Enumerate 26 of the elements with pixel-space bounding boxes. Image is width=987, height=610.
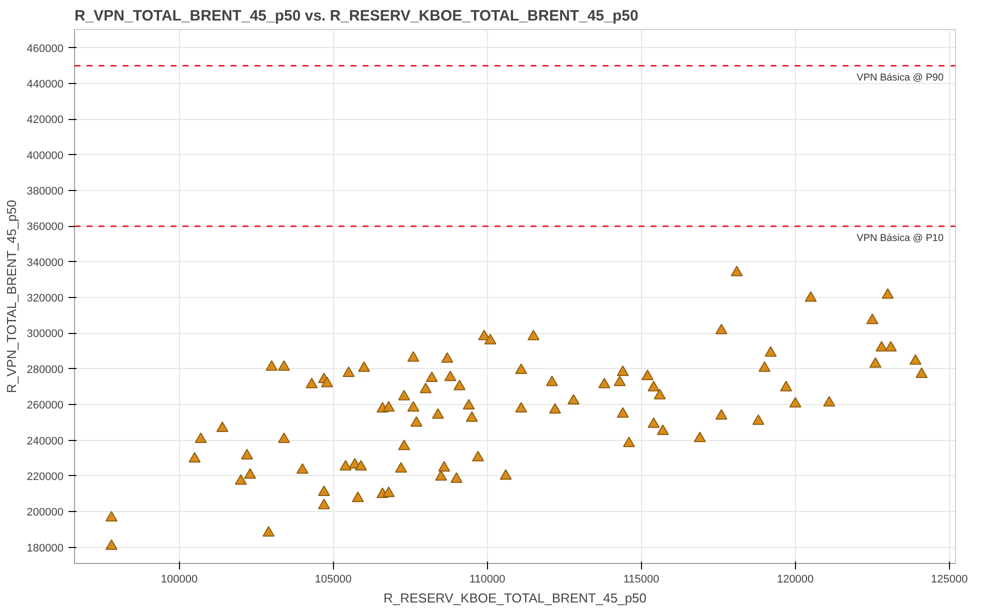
y-tick-label: 240000 (26, 435, 64, 448)
x-tick-label: 110000 (469, 574, 506, 586)
y-tick-label: 400000 (26, 150, 64, 162)
y-tick-label: 360000 (26, 221, 64, 234)
chart-title: R_VPN_TOTAL_BRENT_45_p50 vs. R_RESERV_KBOE_TOTAL_BRENT_45_p50 (74, 8, 638, 24)
y-tick-label: 420000 (26, 114, 64, 126)
y-tick-label: 300000 (26, 328, 64, 340)
y-tick-label: 220000 (26, 470, 64, 483)
y-tick-label: 440000 (26, 78, 64, 91)
y-tick-label: 200000 (26, 506, 64, 519)
x-tick-label: 120000 (776, 574, 814, 586)
ref-line-label: VPN Básica @ P10 (856, 233, 944, 244)
ref-line-label: VPN Básica @ P90 (856, 72, 944, 84)
y-tick-label: 260000 (26, 400, 64, 412)
y-tick-label: 280000 (26, 364, 64, 376)
y-axis-title: R_VPN_TOTAL_BRENT_45_p50 (4, 200, 19, 394)
x-tick-label: 105000 (314, 574, 352, 586)
y-tick-label: 340000 (26, 256, 64, 269)
y-tick-label: 380000 (26, 186, 64, 198)
y-tick-label: 460000 (26, 42, 64, 55)
x-axis-title: R_RESERV_KBOE_TOTAL_BRENT_45_p50 (383, 590, 647, 606)
x-tick-label: 125000 (930, 574, 968, 586)
y-tick-label: 320000 (26, 292, 64, 305)
x-tick-label: 100000 (160, 574, 198, 586)
y-tick-label: 180000 (26, 542, 64, 554)
x-tick-label: 115000 (623, 574, 660, 586)
